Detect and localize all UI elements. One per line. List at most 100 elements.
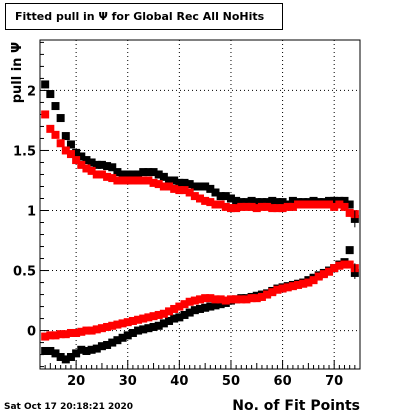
series-0-point (41, 80, 50, 89)
series-3-point (139, 314, 148, 323)
series-3-point (211, 295, 220, 304)
series-3-point (159, 309, 168, 318)
series-0-point (103, 162, 112, 171)
series-2-point (139, 325, 148, 334)
series-1-point (252, 204, 261, 213)
series-3-point (77, 327, 86, 336)
series-1-point (72, 156, 81, 165)
series-0-point (149, 168, 158, 177)
series-2-point (87, 345, 96, 354)
series-3-point (340, 260, 349, 269)
series-1-point (263, 202, 272, 211)
series-1-point (108, 174, 117, 183)
series-1-point (128, 176, 137, 185)
series-3-point (201, 294, 210, 303)
series-3-point (216, 295, 225, 304)
series-2-point (165, 316, 174, 325)
series-3-point (232, 295, 241, 304)
series-2-point (46, 346, 55, 355)
series-0-point (247, 196, 256, 205)
series-0-point (201, 182, 210, 191)
series-0-point (190, 182, 199, 191)
series-1-point (77, 160, 86, 169)
series-0-point (185, 180, 194, 189)
series-0-point (61, 132, 70, 141)
series-0-point (87, 158, 96, 167)
series-3-point (247, 294, 256, 303)
y-tick-label: 0.5 (13, 265, 36, 280)
series-2-point (180, 310, 189, 319)
series-3-point (46, 331, 55, 340)
series-3-point (97, 324, 106, 333)
series-2-point (66, 352, 75, 361)
series-0-point (273, 198, 282, 207)
series-1-point (51, 130, 60, 139)
series-3-point (273, 285, 282, 294)
series-0-point (118, 170, 127, 179)
series-0-point (159, 172, 168, 181)
series-1-point (41, 110, 50, 119)
series-3-point (41, 332, 50, 341)
series-3-point (330, 264, 339, 273)
series-1-point (97, 170, 106, 179)
series-1-point (159, 182, 168, 191)
series-1-point (309, 200, 318, 209)
series-2-point (206, 302, 215, 311)
series-1-point (201, 196, 210, 205)
series-1-point (314, 200, 323, 209)
series-3-point (268, 288, 277, 297)
series-3-point (309, 276, 318, 285)
series-1-point (283, 202, 292, 211)
series-3-point (299, 279, 308, 288)
series-2-point (211, 301, 220, 310)
series-3-point (144, 313, 153, 322)
series-3-point (278, 284, 287, 293)
chart-title: Fitted pull in Ψ for Global Rec All NoHi… (5, 3, 283, 30)
series-2-point (123, 331, 132, 340)
series-0-point (216, 192, 225, 201)
series-0-point (252, 198, 261, 207)
series-2-point (216, 300, 225, 309)
series-0-point (237, 198, 246, 207)
series-0-point (113, 168, 122, 177)
series-1-point (319, 200, 328, 209)
series-3-point (294, 280, 303, 289)
series-3-point (304, 278, 313, 287)
series-3-point (170, 304, 179, 313)
series-0-point (128, 170, 137, 179)
series-0-point (175, 178, 184, 187)
series-1-point (139, 176, 148, 185)
series-2-point (41, 346, 50, 355)
series-3-point (128, 316, 137, 325)
series-1-point (211, 200, 220, 209)
x-tick-label: 40 (170, 374, 188, 389)
series-2-point (190, 306, 199, 315)
series-1-point (61, 146, 70, 155)
series-2-point (149, 322, 158, 331)
series-3-point (180, 300, 189, 309)
y-axis-label: pull in Ψ (10, 42, 25, 103)
series-3-point (263, 290, 272, 299)
series-1-point (170, 184, 179, 193)
series-1-point (149, 178, 158, 187)
series-3-point (252, 294, 261, 303)
series-2-point (72, 349, 81, 358)
series-2-point (113, 336, 122, 345)
series-3-point (283, 283, 292, 292)
series-1-point (180, 186, 189, 195)
series-1-point (196, 194, 204, 203)
x-tick-label: 60 (274, 374, 292, 389)
series-0-point (330, 196, 339, 205)
series-2-point (108, 338, 117, 347)
series-1-point (232, 204, 241, 213)
series-1-point (268, 204, 277, 213)
series-1-point (216, 200, 225, 209)
series-1-point (257, 202, 266, 211)
series-3-point (226, 295, 235, 304)
series-1-point (144, 176, 153, 185)
series-0-point (232, 196, 241, 205)
series-1-point (56, 139, 65, 148)
series-2-point (159, 319, 168, 328)
series-2-point (82, 346, 91, 355)
